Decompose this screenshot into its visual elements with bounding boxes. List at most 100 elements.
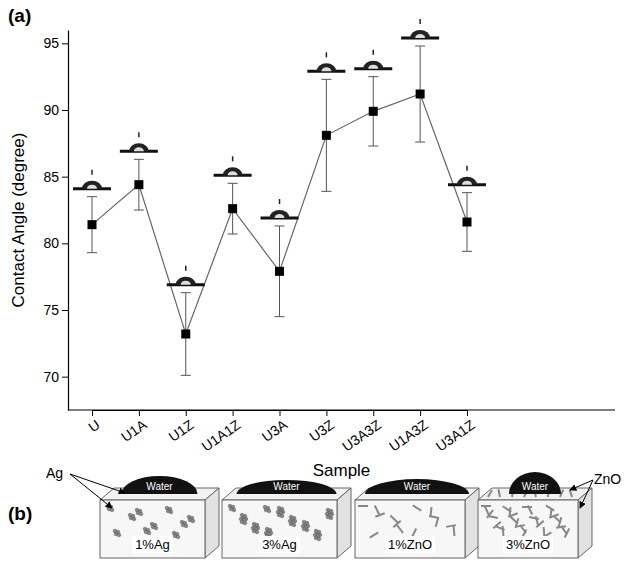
ag-dot — [110, 508, 114, 512]
y-tick: 70 — [43, 369, 68, 385]
label-ground — [503, 536, 553, 553]
droplet-tick — [419, 19, 421, 24]
block-side — [337, 488, 351, 558]
ag-dot — [317, 537, 321, 541]
droplet-tick — [326, 52, 328, 57]
ag-particle — [325, 512, 333, 520]
ag-particle — [301, 524, 309, 532]
particle-label: ZnO — [594, 471, 621, 487]
zno-rod — [503, 506, 511, 511]
droplet-tick — [279, 199, 281, 204]
ag-particle — [240, 513, 248, 521]
zno-rod — [370, 532, 379, 537]
zno-rod — [543, 527, 546, 537]
zno-rod — [485, 506, 489, 515]
droplet-tick — [373, 50, 375, 55]
ag-particle — [289, 515, 297, 523]
error-bar-cap — [275, 316, 285, 317]
droplet-tick — [91, 170, 93, 175]
ag-dot — [243, 521, 247, 525]
zno-rod — [397, 525, 403, 533]
error-bar-cap — [181, 292, 191, 293]
y-tick-mark — [62, 377, 68, 378]
sample-block: Water3%Ag — [222, 480, 351, 558]
zno-rod — [446, 525, 456, 527]
data-point — [463, 218, 472, 227]
y-axis-line — [68, 31, 69, 411]
figure: (a)707580859095UU1AU1ZU1A1ZU3AU3ZU3A3ZU1… — [0, 0, 630, 571]
zno-rod — [488, 490, 492, 497]
x-tick: U — [85, 410, 102, 435]
x-tick: U1A — [118, 410, 150, 445]
droplet-tick — [466, 166, 468, 171]
x-tick-mark — [373, 410, 374, 416]
callout-arrow — [580, 480, 593, 508]
data-point — [322, 131, 331, 140]
y-axis: 707580859095 — [43, 31, 68, 411]
block-front — [100, 500, 205, 558]
ag-dot — [280, 514, 284, 518]
ag-particle — [277, 506, 285, 514]
ag-dot — [169, 510, 173, 514]
x-tick-mark — [280, 410, 281, 416]
ag-particle — [187, 515, 195, 523]
block-side — [578, 488, 592, 558]
ag-particle — [106, 504, 114, 512]
x-tick: U1A1Z — [198, 410, 243, 454]
x-tick: U3A — [259, 410, 291, 445]
x-tick-label: U1A3Z — [386, 416, 431, 454]
droplet-icon — [354, 50, 392, 69]
ag-dot — [329, 516, 333, 520]
error-bar-cap — [134, 159, 144, 160]
ag-dot — [267, 509, 271, 513]
droplet-shape-inner — [321, 67, 331, 71]
y-tick: 90 — [43, 102, 68, 118]
zno-rod — [430, 507, 431, 517]
ag-particle — [172, 531, 180, 539]
droplet-shape — [410, 30, 430, 38]
x-tick-label: U1A1Z — [198, 416, 243, 454]
ag-dot — [176, 535, 180, 539]
ag-particle — [326, 508, 334, 516]
ag-particle — [150, 522, 158, 530]
zno-rod — [488, 516, 498, 518]
error-bar-cap — [87, 252, 97, 253]
ag-dot — [117, 533, 121, 537]
sample-label: 1%ZnO — [388, 537, 432, 552]
error-bar — [87, 197, 97, 253]
error-bar — [321, 79, 331, 191]
block-front — [355, 500, 465, 558]
error-bar — [462, 193, 472, 252]
y-tick-mark — [62, 177, 68, 178]
drop-label: Water — [146, 481, 173, 492]
ag-dot — [292, 523, 296, 527]
x-tick: U1A3Z — [386, 410, 431, 454]
x-tick-mark — [139, 410, 140, 416]
droplet-icon — [307, 52, 345, 71]
sample-block: Water3%ZnO — [478, 472, 592, 558]
droplet-icon — [120, 132, 158, 151]
ag-particle — [143, 527, 151, 535]
x-tick-label: U1Z — [166, 416, 197, 445]
panel-label: (a) — [8, 5, 31, 26]
ag-dot — [154, 526, 158, 530]
zno-rod — [453, 526, 456, 536]
data-point — [181, 330, 190, 339]
zno-rod — [498, 489, 500, 497]
ag-particle — [265, 527, 273, 535]
droplet-icon — [214, 156, 252, 175]
droplet-shape — [316, 63, 336, 71]
droplet-shape — [129, 143, 149, 151]
y-tick: 75 — [43, 302, 68, 318]
error-bar-cap — [181, 375, 191, 376]
droplet-shape — [457, 177, 477, 185]
x-tick: U3A3Z — [339, 410, 384, 454]
drop-label: Water — [404, 481, 431, 492]
zno-rod — [502, 526, 505, 536]
y-tick-mark — [62, 243, 68, 244]
x-tick-label: U3A — [259, 416, 291, 445]
ag-dot — [184, 524, 188, 528]
error-bar-cap — [87, 196, 97, 197]
droplet-shape — [82, 181, 102, 189]
block-side — [465, 488, 479, 558]
